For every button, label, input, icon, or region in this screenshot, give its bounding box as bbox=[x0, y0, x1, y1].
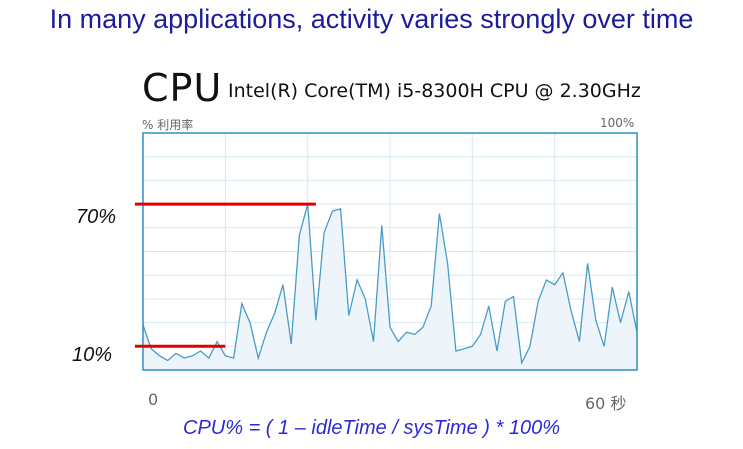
cpu-model-name: Intel(R) Core(TM) i5-8300H CPU @ 2.30GHz bbox=[228, 80, 641, 102]
cpu-formula: CPU% = ( 1 – idleTime / sysTime ) * 100% bbox=[183, 417, 560, 439]
cpu-title: CPU bbox=[142, 66, 223, 110]
utilization-line bbox=[142, 203, 638, 366]
slide-headline: In many applications, activity varies st… bbox=[49, 4, 694, 34]
marker-label-70: 70% bbox=[76, 206, 117, 228]
marker-lines bbox=[135, 202, 316, 348]
graph-frame bbox=[142, 132, 638, 371]
utilization-axis-label: % 利用率 bbox=[142, 118, 194, 132]
max-percent-label: 100% bbox=[600, 116, 635, 130]
time-start-label: 0 bbox=[148, 390, 159, 409]
time-end-label: 60 秒 bbox=[585, 394, 627, 413]
utilization-area-fill bbox=[143, 204, 637, 370]
marker-label-10: 10% bbox=[72, 344, 113, 366]
